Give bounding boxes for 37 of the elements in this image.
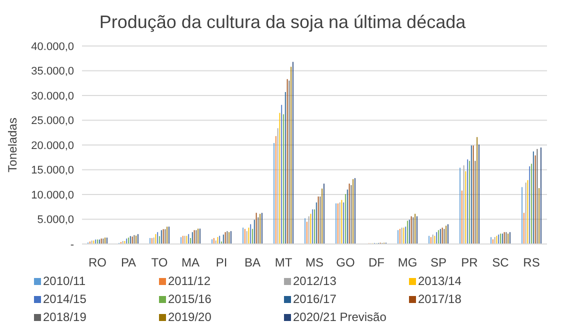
x-tick-label: SC: [492, 256, 510, 270]
x-tick-label: GO: [336, 256, 355, 270]
legend-label: 2020/21 Previsão: [293, 310, 386, 324]
x-tick-label: MG: [398, 256, 418, 270]
chart-title: Produção da cultura da soja na última década: [98, 11, 467, 34]
x-tick-label: MT: [274, 256, 293, 270]
legend-label: 2013/14: [418, 274, 462, 288]
x-tick-label: RS: [523, 256, 540, 270]
x-tick-label: BA: [244, 256, 261, 270]
legend-label: 2012/13: [293, 274, 336, 288]
x-tick-label: PI: [216, 256, 228, 270]
x-tick-label: RO: [88, 256, 106, 270]
y-tick-label: 10.000,0: [31, 189, 74, 202]
y-tick-label: 25.000,0: [31, 115, 74, 128]
legend-label: 2011/12: [168, 274, 210, 288]
x-tick-label: MS: [306, 256, 324, 270]
y-tick-label: 15.000,0: [31, 164, 74, 177]
legend-label: 2015/16: [168, 292, 212, 306]
y-tick-label: -: [70, 238, 74, 251]
x-tick-label: MA: [182, 256, 200, 270]
legend-label: 2014/15: [43, 292, 86, 306]
legend-label: 2019/20: [168, 310, 212, 324]
legend-label: 2016/17: [293, 292, 336, 306]
y-tick-label: 40.000,0: [31, 40, 74, 53]
y-axis-title: Toneladas: [5, 118, 20, 172]
x-tick-label: TO: [151, 256, 168, 270]
legend-label: 2018/19: [43, 310, 86, 324]
legend-label: 2017/18: [418, 292, 462, 306]
x-tick-label: PA: [120, 256, 136, 270]
legend-label: 2010/11: [43, 274, 86, 288]
y-tick-label: 30.000,0: [31, 90, 74, 102]
y-tick-label: 35.000,0: [31, 66, 74, 78]
x-tick-label: PR: [461, 256, 478, 270]
y-tick-label: 5.000,0: [37, 214, 74, 226]
x-tick-label: SP: [430, 256, 447, 270]
x-tick-label: DF: [368, 256, 384, 270]
y-tick-label: 20.000,0: [31, 140, 74, 152]
